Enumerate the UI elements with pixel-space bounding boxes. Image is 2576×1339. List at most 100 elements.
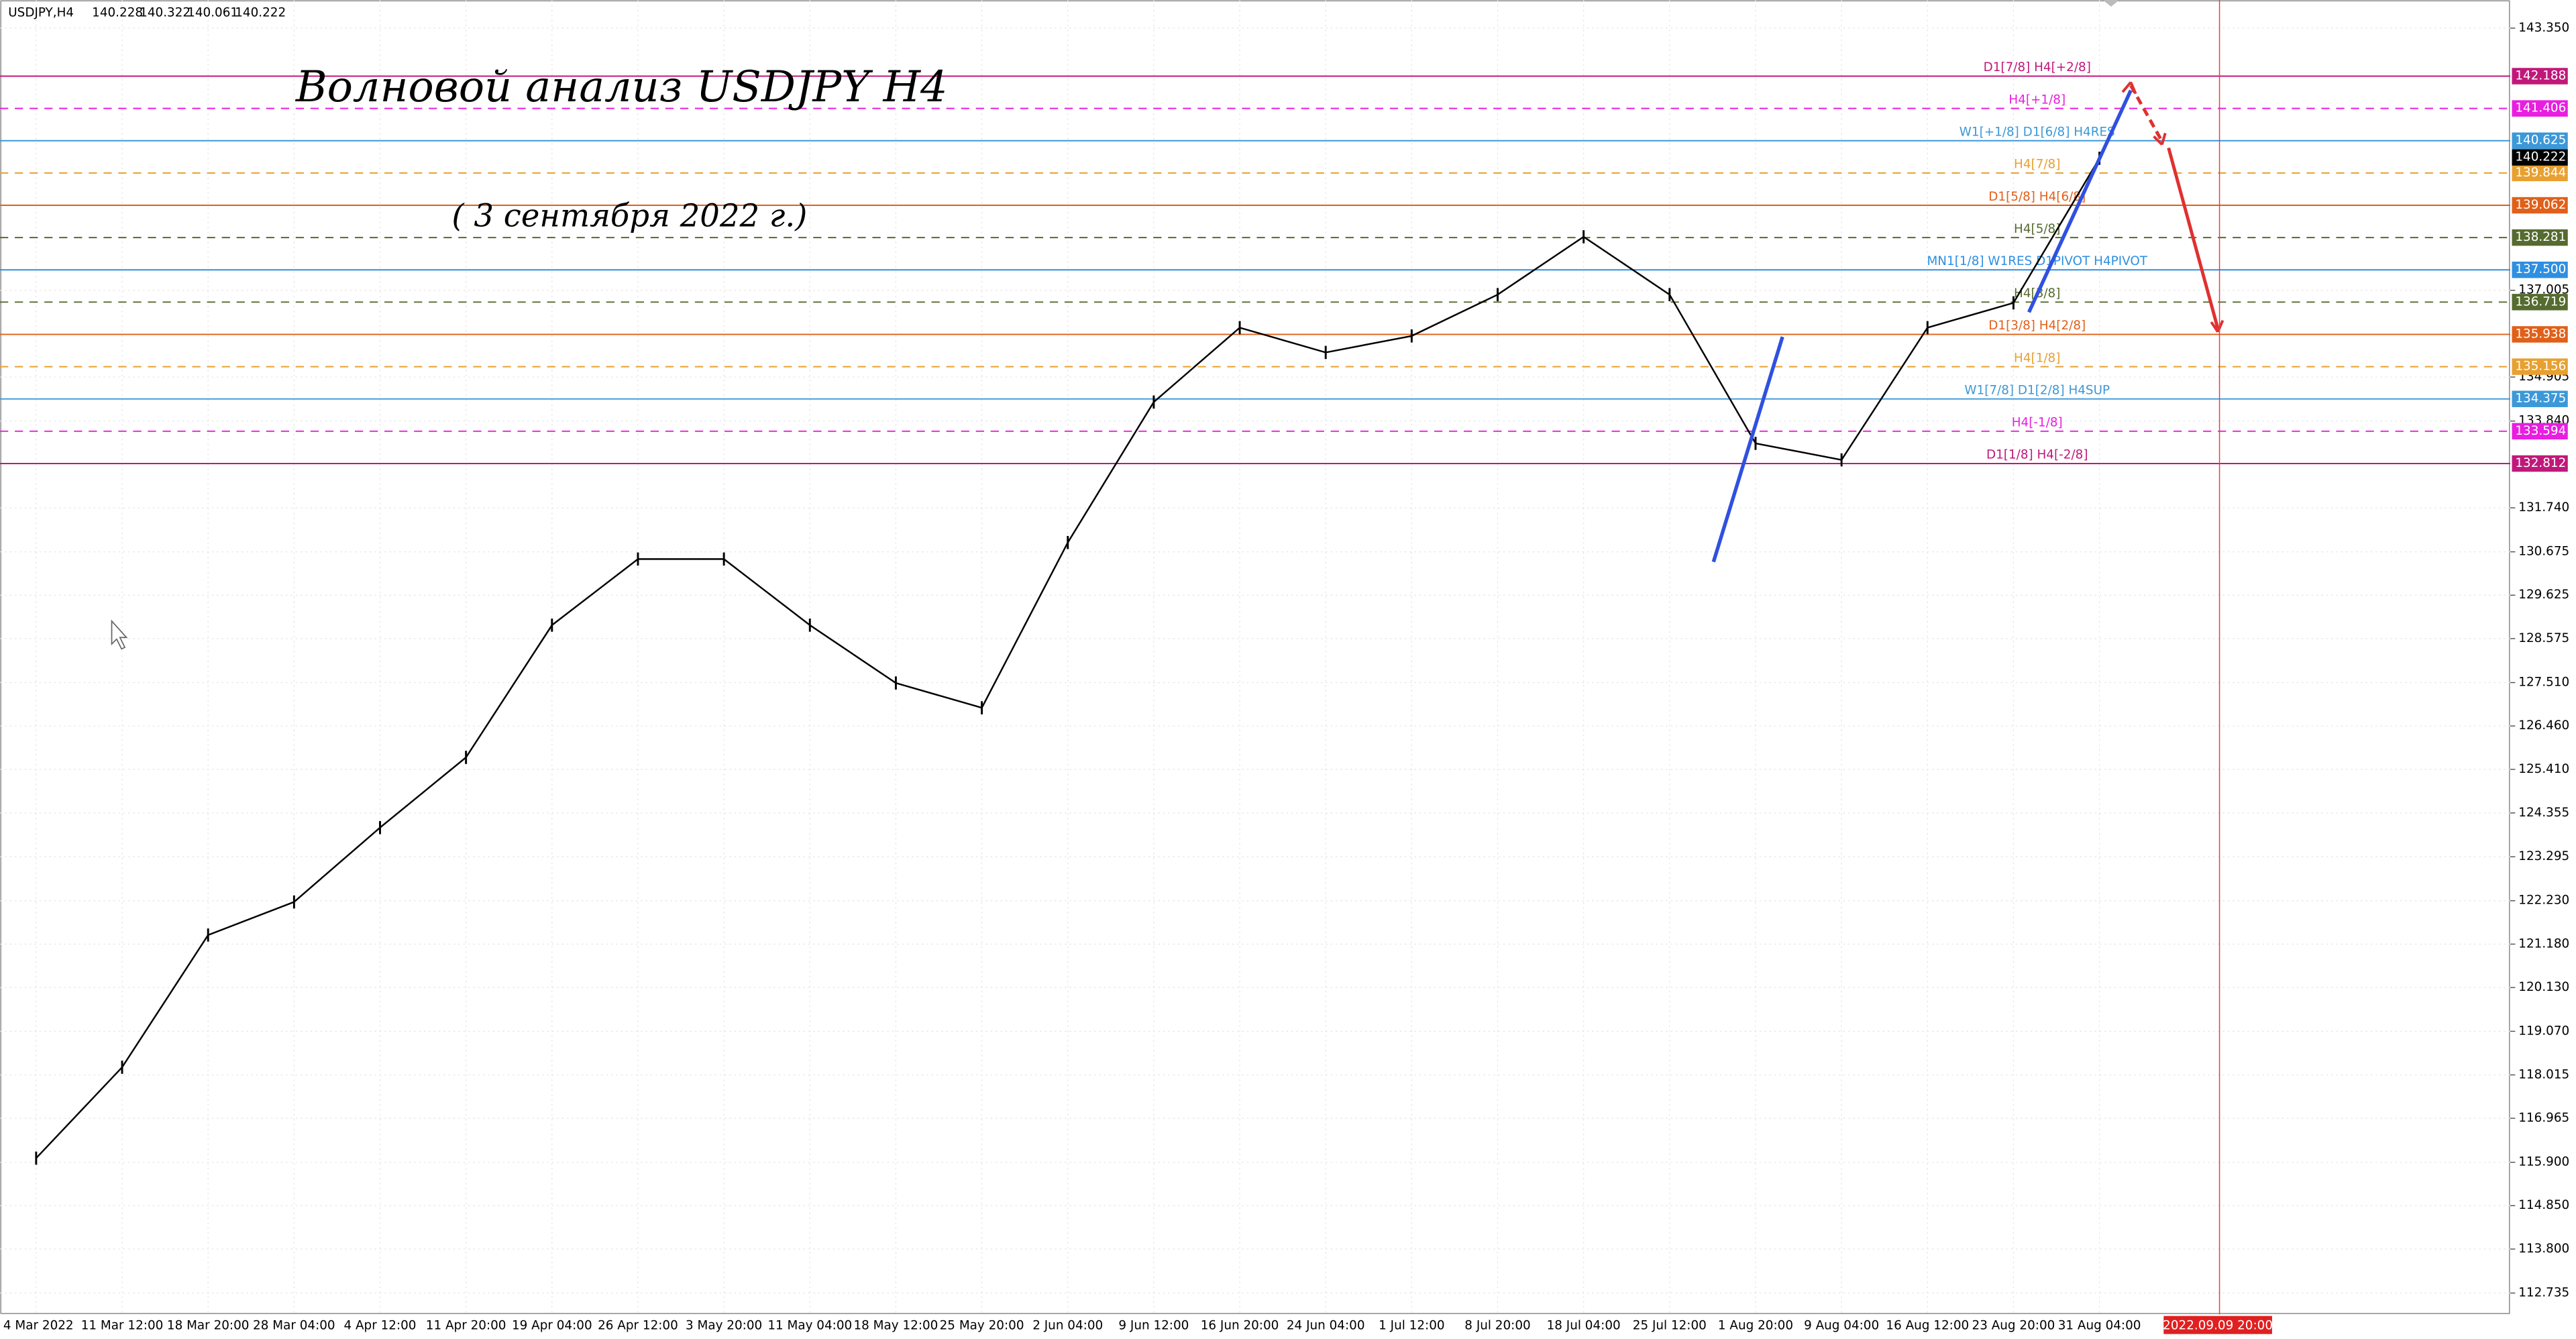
x-tick-label: 1 Jul 12:00 — [1379, 1318, 1444, 1332]
x-tick-label: 2 Jun 04:00 — [1032, 1318, 1103, 1332]
x-tick-label: 19 Apr 04:00 — [512, 1318, 592, 1332]
x-tick-label: 26 Apr 12:00 — [598, 1318, 678, 1332]
level-label: H4[7/8] — [2014, 158, 2060, 172]
x-tick-label: 28 Mar 04:00 — [253, 1318, 335, 1332]
level-tag-label: 133.594 — [2515, 424, 2566, 438]
scroll-marker — [2102, 0, 2120, 7]
x-tick-label: 9 Jun 12:00 — [1118, 1318, 1189, 1332]
level-label: W1[+1/8] D1[6/8] H4RES — [1960, 125, 2115, 140]
level-tag-label: 139.844 — [2515, 166, 2566, 180]
y-tick-label: 116.965 — [2518, 1111, 2569, 1125]
y-tick-label: 119.070 — [2518, 1024, 2569, 1038]
level-label: H4[+1/8] — [2008, 93, 2065, 107]
level-tag-label: 137.500 — [2515, 262, 2566, 276]
x-tick-label: 4 Apr 12:00 — [343, 1318, 416, 1332]
forecast-dashed — [2129, 85, 2163, 142]
x-tick-label: 11 Apr 20:00 — [426, 1318, 506, 1332]
x-tick-label: 8 Jul 20:00 — [1464, 1318, 1530, 1332]
level-tag — [2512, 358, 2568, 375]
y-tick-label: 125.410 — [2518, 762, 2569, 776]
level-tag-label: 135.156 — [2515, 360, 2566, 374]
chart-title: Волновой анализ USDJPY H4 — [295, 62, 948, 112]
y-tick-label: 143.350 — [2518, 21, 2569, 35]
y-tick-label: 129.625 — [2518, 588, 2569, 602]
y-tick-label: 113.800 — [2518, 1242, 2569, 1256]
forecast-line — [2167, 147, 2220, 329]
y-tick-label: 122.230 — [2518, 894, 2569, 908]
price-tag — [2512, 149, 2568, 166]
level-tag-label: 141.406 — [2515, 101, 2566, 115]
level-label: D1[7/8] H4[+2/8] — [1984, 60, 2091, 74]
x-tick-label: 18 Jul 04:00 — [1547, 1318, 1621, 1332]
y-tick-label: 112.735 — [2518, 1286, 2569, 1300]
y-tick-label: 123.295 — [2518, 849, 2569, 863]
plot-frame — [0, 0, 2510, 1314]
y-tick-label: 128.575 — [2518, 631, 2569, 645]
x-tick-label: 3 May 20:00 — [686, 1318, 762, 1332]
level-tag-label: 138.281 — [2515, 230, 2566, 244]
ohlc-open: 140.228 — [92, 6, 143, 20]
level-tag — [2512, 455, 2568, 472]
y-tick-label: 124.355 — [2518, 806, 2569, 820]
x-tick-label: 1 Aug 20:00 — [1718, 1318, 1793, 1332]
x-tick-label: 23 Aug 20:00 — [1972, 1318, 2055, 1332]
x-tick-label: 18 May 12:00 — [853, 1318, 938, 1332]
level-label: W1[7/8] D1[2/8] H4SUP — [1964, 383, 2110, 397]
chart-subtitle: ( 3 сентября 2022 г.) — [451, 198, 807, 234]
level-tag — [2512, 423, 2568, 440]
x-tick-label: 16 Jun 20:00 — [1201, 1318, 1279, 1332]
ohlc-low: 140.061 — [187, 6, 238, 20]
level-label: D1[3/8] H4[2/8] — [1988, 319, 2086, 333]
y-tick-label: 131.740 — [2518, 500, 2569, 515]
y-tick-label: 130.675 — [2518, 545, 2569, 559]
y-tick-label: 137.005 — [2518, 283, 2569, 297]
arrow-head — [2121, 81, 2224, 333]
ohlc-close: 140.222 — [235, 6, 286, 20]
x-tick-label: 9 Aug 04:00 — [1804, 1318, 1879, 1332]
level-tag — [2512, 261, 2568, 278]
x-tick-label: 16 Aug 12:00 — [1886, 1318, 1969, 1332]
level-tag-label: 136.719 — [2515, 294, 2566, 309]
y-tick-label: 121.180 — [2518, 936, 2569, 951]
x-tick-label: 25 May 20:00 — [940, 1318, 1024, 1332]
level-tag — [2512, 164, 2568, 182]
x-tick-label: 18 Mar 20:00 — [167, 1318, 250, 1332]
level-tag-label: 135.938 — [2515, 327, 2566, 341]
ohlc-high: 140.322 — [140, 6, 191, 20]
x-tick-label: 4 Mar 2022 — [3, 1318, 74, 1332]
price-line — [35, 158, 2100, 1159]
level-label: D1[5/8] H4[6/8] — [1988, 190, 2086, 204]
level-tag — [2512, 68, 2568, 85]
x-tick-label: 11 May 04:00 — [767, 1318, 852, 1332]
level-tag — [2512, 326, 2568, 343]
level-label: D1[1/8] H4[-2/8] — [1986, 448, 2088, 462]
level-tag — [2512, 229, 2568, 246]
x-tick-label: 31 Aug 04:00 — [2058, 1318, 2141, 1332]
level-tag-label: 132.812 — [2515, 456, 2566, 470]
level-tag — [2512, 294, 2568, 311]
level-tag-label: 140.625 — [2515, 133, 2566, 148]
y-tick-label: 115.900 — [2518, 1155, 2569, 1169]
y-tick-label: 127.510 — [2518, 676, 2569, 690]
symbol: USDJPY,H4 — [8, 6, 74, 20]
cursor-time: 2022.09.09 20:00 — [2163, 1318, 2273, 1332]
level-tag — [2512, 132, 2568, 150]
y-tick-label: 118.015 — [2518, 1067, 2569, 1081]
x-tick-label: 25 Jul 12:00 — [1633, 1318, 1707, 1332]
cursor-time-tag — [2163, 1316, 2272, 1334]
level-label: H4[1/8] — [2014, 351, 2060, 365]
y-tick-label: 114.850 — [2518, 1198, 2569, 1212]
level-tag — [2512, 390, 2568, 407]
price-tag-label: 140.222 — [2515, 150, 2566, 164]
level-tag — [2512, 100, 2568, 117]
level-tag-label: 142.188 — [2515, 68, 2566, 83]
level-label: H4[-1/8] — [2012, 416, 2063, 430]
wave-line — [1711, 89, 2133, 563]
level-label: H4[5/8] — [2014, 222, 2060, 236]
level-tag — [2512, 197, 2568, 214]
level-tag-label: 139.062 — [2515, 198, 2566, 212]
mouse-cursor — [111, 619, 128, 650]
y-tick-label: 126.460 — [2518, 718, 2569, 733]
